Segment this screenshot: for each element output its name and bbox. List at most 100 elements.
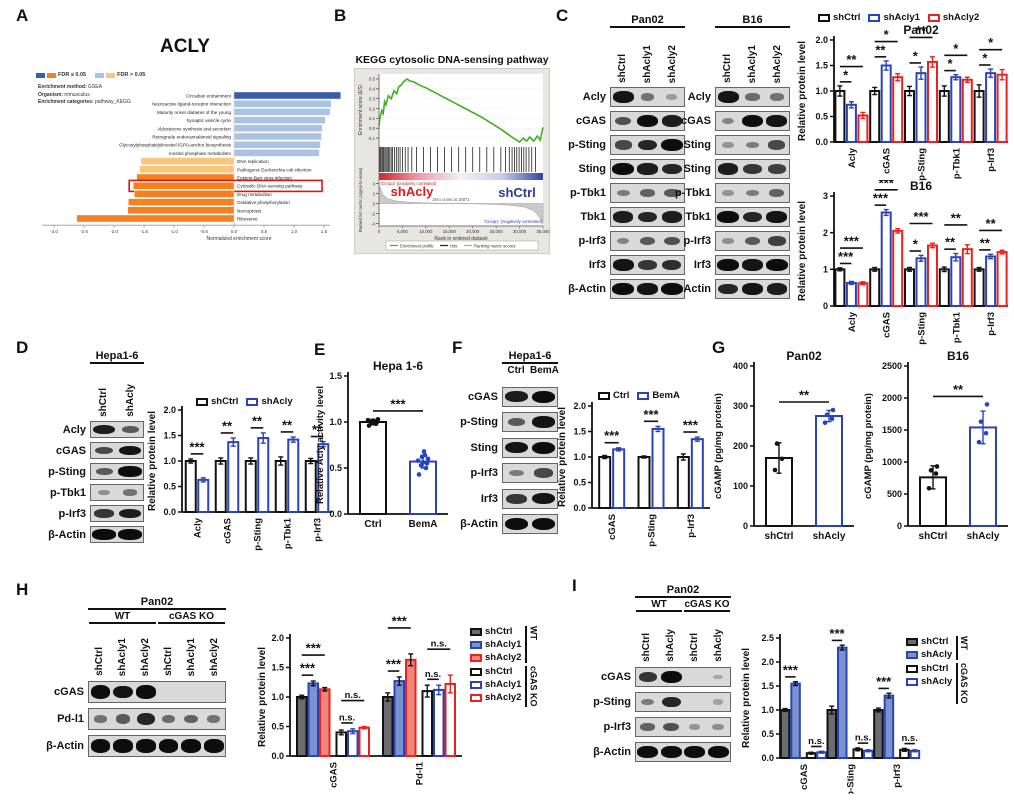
bar: [985, 72, 997, 143]
sig-label: *: [913, 237, 919, 252]
bar: [274, 460, 287, 513]
protein-band: [768, 236, 786, 246]
bar: [857, 114, 869, 144]
blot-row: p-Irf3: [581, 717, 731, 737]
y-tick-label: 0.5: [163, 482, 176, 492]
blot-strip: [715, 87, 790, 107]
sig-label: ***: [783, 662, 799, 677]
neg-correlated-label: 'Group1' (negatively correlated): [484, 219, 543, 224]
x-tick-label: p-Sting: [917, 148, 928, 181]
blot-groups-row: WT cGAS KO: [635, 599, 731, 612]
lane-label-text: shAcly: [713, 629, 724, 662]
fdr-legend-entry: FDR > 0.05: [95, 72, 145, 78]
pathway-label: Maturity onset diabetes of the young: [157, 110, 232, 115]
chart-g-b16-svg: B16 cGAMP (pg/mg protein) 0 500 1000 1500 2000…: [863, 349, 1008, 542]
lane-label-text: shCtrl: [721, 54, 733, 83]
chart-g-pan02: Pan02 cGAMP (pg/mg protein) 0 100 200 300 400 s…: [712, 346, 860, 557]
x-tick-label: Acly: [193, 517, 204, 538]
lane-label: shAcly2: [765, 29, 790, 83]
bar: [950, 76, 962, 143]
blot-row: p-Sting: [556, 135, 685, 155]
lane-slot: [530, 464, 557, 482]
blot-row: p-Irf3: [661, 231, 790, 251]
lane-label-text: shAcly1: [641, 44, 653, 83]
bar: [826, 709, 837, 759]
blot-strip: [635, 742, 731, 762]
pathway-bar: [132, 181, 235, 190]
blot-title: Hepa1-6: [90, 350, 144, 364]
legend-i: shCtrl shAcly WT shCtrl shAcly cGAS KO: [906, 636, 969, 704]
data-point: [421, 449, 427, 454]
bar: [405, 658, 417, 757]
blot-row: cGAS: [556, 111, 685, 131]
lane-label: BemA: [530, 365, 559, 376]
bar: [347, 730, 359, 758]
y-tick-label: 1000: [882, 457, 902, 467]
protein-band: [769, 93, 784, 101]
legend-swatch: [868, 13, 881, 22]
x-tick-label: 5,000: [397, 229, 408, 234]
sig-label: *: [953, 41, 959, 56]
protein-label: β-Actin: [593, 746, 631, 758]
y-tick-label: 0.5: [815, 112, 828, 122]
data-point: [420, 460, 426, 465]
sig-label: **: [980, 235, 991, 250]
protein-band: [184, 714, 198, 724]
sig-label: **: [986, 216, 997, 231]
protein-band: [505, 390, 528, 403]
blot-row: β-Actin: [38, 526, 144, 543]
legend-entry: shCtrl: [196, 396, 238, 407]
es-axis-label: Enrichment score (ES): [358, 85, 364, 136]
y-tick-label: 2.5: [761, 633, 774, 643]
lane-labels-row: shCtrl shAcly shCtrl shAcly: [635, 612, 731, 662]
x-tick-label: Pd-l1: [415, 761, 426, 785]
lane-slot: [503, 464, 530, 482]
protein-label: Acly: [687, 91, 711, 103]
legend-swatch: [196, 397, 208, 406]
lane-slot: [91, 506, 117, 521]
lane-slot: [202, 682, 225, 702]
protein-label: cGAS: [468, 390, 498, 403]
bar: [359, 421, 387, 515]
lane-slot: [112, 682, 135, 702]
rank-tick-label: 4: [373, 181, 376, 186]
sig-label: *: [913, 48, 919, 63]
legend-label: shCtrl: [921, 636, 949, 647]
data-point: [779, 456, 785, 462]
chart-title: Hepa 1-6: [373, 359, 423, 373]
protein-band: [641, 698, 655, 706]
lane-label-text: shAcly1: [116, 637, 128, 676]
chart-d-svg: Relative protein level 0.0 0.5 1.0 1.5 2.0 Acl…: [147, 405, 332, 551]
fdr-legend-swatch: [106, 72, 116, 78]
blot-strip: [610, 111, 685, 131]
sig-label: ***: [306, 641, 322, 656]
lane-label: shAcly1: [635, 29, 660, 83]
panel-label-d: D: [16, 338, 29, 357]
y-tick-label: 0.5: [329, 463, 342, 473]
protein-band: [689, 724, 701, 730]
blot-title: Hepa1-6: [502, 350, 558, 364]
pathway-label: Cytosolic DNA-sensing pathway: [237, 184, 303, 189]
protein-band: [121, 425, 139, 434]
x-tick-label: p-Sting: [917, 312, 928, 345]
bar: [790, 682, 801, 759]
data-point: [984, 402, 990, 407]
protein-band: [666, 94, 678, 100]
x-tick-label: Acly: [847, 311, 858, 332]
y-tick-label: 1.0: [163, 456, 176, 466]
pathway-label: Epstein-Barr virus infection: [237, 176, 292, 181]
blot-c-pan02: Pan02 shCtrl shAcly1 shAcly2 Acly cGAS p-Sting…: [556, 14, 685, 299]
blot-strip: [502, 463, 558, 483]
blot-row: Pd-l1: [36, 708, 226, 730]
lane-slot: [716, 208, 740, 226]
legend-swatch: [927, 13, 940, 22]
lane-slot: [683, 718, 707, 736]
protein-label: cGAS: [576, 115, 606, 127]
y-tick-label: 1.5: [271, 663, 284, 673]
x-tick-label: -2.0: [110, 229, 118, 234]
pathway-label: Pathogenic Escherichia coli infection: [237, 167, 312, 172]
lane-slot: [134, 709, 157, 729]
y-tick-label: 0.0: [271, 751, 284, 761]
protein-band: [531, 390, 556, 403]
lane-slot: [740, 184, 764, 202]
